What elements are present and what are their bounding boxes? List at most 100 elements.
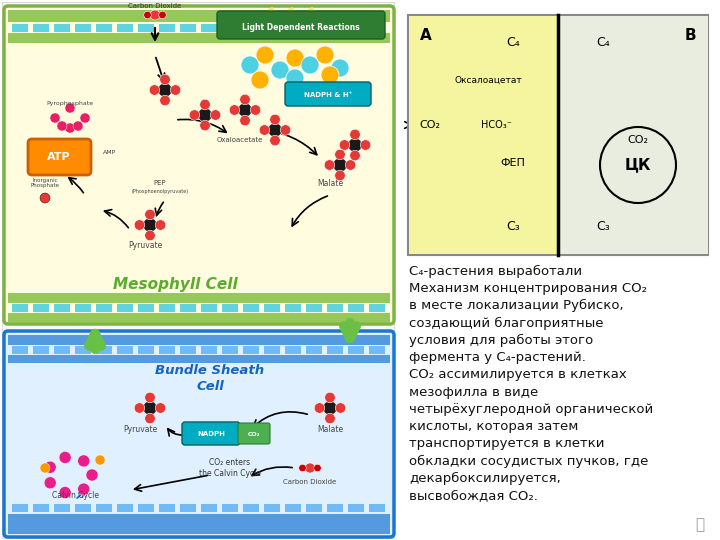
- Text: четырёхуглеродной органической: четырёхуглеродной органической: [409, 403, 653, 416]
- Bar: [558, 16, 708, 254]
- Circle shape: [158, 83, 172, 97]
- Circle shape: [59, 487, 71, 498]
- Text: Malate: Malate: [317, 426, 343, 435]
- Text: A: A: [420, 28, 432, 43]
- Text: CO₂ ассимилируется в клетках: CO₂ ассимилируется в клетках: [409, 368, 626, 381]
- Bar: [159, 304, 175, 312]
- Text: создающий благоприятные: создающий благоприятные: [409, 316, 603, 329]
- Circle shape: [240, 115, 251, 126]
- Bar: [12, 504, 28, 512]
- Circle shape: [350, 150, 360, 161]
- FancyBboxPatch shape: [4, 331, 394, 537]
- Bar: [138, 24, 154, 32]
- Circle shape: [251, 71, 269, 89]
- Circle shape: [251, 105, 261, 115]
- Bar: [138, 346, 154, 354]
- Text: (Phosphoenolpyruvate): (Phosphoenolpyruvate): [132, 190, 189, 194]
- Circle shape: [199, 99, 210, 110]
- FancyBboxPatch shape: [238, 423, 270, 444]
- Bar: [243, 504, 259, 512]
- Circle shape: [143, 218, 157, 232]
- Circle shape: [335, 170, 346, 181]
- Bar: [180, 24, 196, 32]
- Bar: [117, 304, 133, 312]
- Circle shape: [286, 49, 304, 67]
- Bar: [8, 355, 390, 363]
- Bar: [201, 504, 217, 512]
- Circle shape: [44, 461, 56, 473]
- Bar: [8, 514, 390, 524]
- Bar: [54, 24, 70, 32]
- Bar: [327, 346, 343, 354]
- Bar: [201, 24, 217, 32]
- Circle shape: [198, 108, 212, 122]
- Circle shape: [270, 135, 280, 146]
- Bar: [8, 313, 390, 323]
- Circle shape: [149, 85, 160, 95]
- Circle shape: [73, 121, 83, 131]
- Text: мезофилла в виде: мезофилла в виде: [409, 386, 539, 399]
- Text: AMP: AMP: [104, 151, 117, 156]
- Bar: [264, 346, 280, 354]
- Bar: [369, 304, 385, 312]
- Text: Inorganic
Phosphate: Inorganic Phosphate: [30, 178, 60, 188]
- Text: ATP: ATP: [48, 152, 71, 162]
- Circle shape: [348, 138, 362, 152]
- Circle shape: [339, 140, 350, 150]
- Circle shape: [145, 392, 156, 403]
- Circle shape: [80, 113, 90, 123]
- Bar: [201, 346, 217, 354]
- Text: CO₂: CO₂: [420, 120, 441, 130]
- Text: Bundle Sheath
Cell: Bundle Sheath Cell: [156, 363, 264, 393]
- Circle shape: [286, 69, 304, 87]
- Bar: [327, 504, 343, 512]
- Bar: [138, 504, 154, 512]
- Bar: [75, 304, 91, 312]
- Text: Оксалоацетат: Оксалоацетат: [454, 76, 522, 84]
- Bar: [306, 504, 322, 512]
- Circle shape: [50, 113, 60, 123]
- Circle shape: [134, 220, 145, 230]
- Text: Механизм концентрирования CO₂: Механизм концентрирования CO₂: [409, 282, 647, 295]
- Circle shape: [238, 103, 252, 117]
- Bar: [75, 504, 91, 512]
- Circle shape: [336, 403, 346, 413]
- Circle shape: [95, 455, 105, 465]
- Circle shape: [240, 94, 251, 105]
- Circle shape: [360, 140, 371, 150]
- Circle shape: [160, 95, 170, 106]
- Circle shape: [145, 209, 156, 220]
- Circle shape: [210, 110, 221, 120]
- Text: Pyrophosphate: Pyrophosphate: [46, 100, 94, 105]
- Bar: [222, 24, 238, 32]
- Text: CO₂: CO₂: [628, 135, 649, 145]
- Bar: [12, 346, 28, 354]
- Circle shape: [259, 125, 270, 135]
- FancyBboxPatch shape: [408, 15, 708, 255]
- Circle shape: [314, 403, 325, 413]
- Text: в месте локализации Рубиско,: в месте локализации Рубиско,: [409, 299, 624, 312]
- Text: Calvin Cycle: Calvin Cycle: [52, 490, 99, 500]
- FancyBboxPatch shape: [285, 82, 371, 106]
- Bar: [8, 10, 390, 22]
- Circle shape: [65, 103, 75, 113]
- Circle shape: [78, 483, 90, 495]
- FancyBboxPatch shape: [182, 422, 240, 445]
- FancyBboxPatch shape: [4, 6, 394, 324]
- Bar: [96, 504, 112, 512]
- Text: высвобождая CO₂.: высвобождая CO₂.: [409, 489, 538, 502]
- Circle shape: [270, 114, 280, 125]
- Bar: [409, 16, 558, 254]
- Circle shape: [40, 193, 50, 203]
- Text: транспортируется в клетки: транспортируется в клетки: [409, 437, 605, 450]
- Text: кислоты, которая затем: кислоты, которая затем: [409, 420, 578, 433]
- Circle shape: [143, 401, 157, 415]
- Bar: [33, 304, 49, 312]
- Circle shape: [301, 56, 319, 74]
- Circle shape: [299, 464, 306, 472]
- Bar: [243, 24, 259, 32]
- Text: C₄: C₄: [506, 37, 520, 50]
- Circle shape: [59, 451, 71, 463]
- Bar: [159, 504, 175, 512]
- Bar: [327, 24, 343, 32]
